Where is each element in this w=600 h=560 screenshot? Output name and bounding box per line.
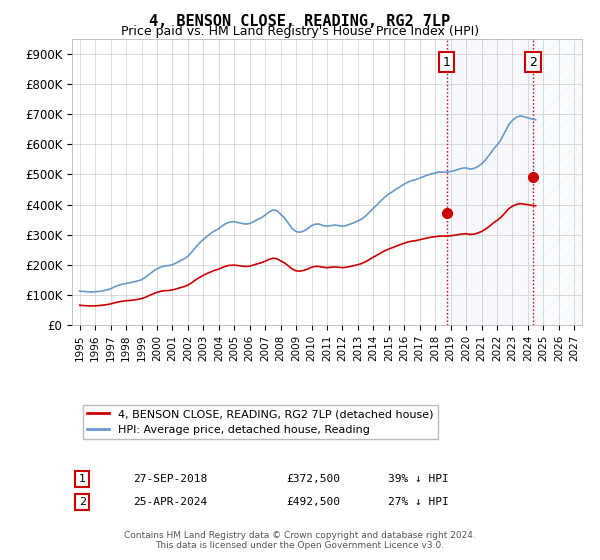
Text: 27% ↓ HPI: 27% ↓ HPI (388, 497, 449, 507)
Text: 2: 2 (79, 497, 86, 507)
Text: £492,500: £492,500 (286, 497, 340, 507)
Text: 2: 2 (529, 55, 537, 68)
Legend: 4, BENSON CLOSE, READING, RG2 7LP (detached house), HPI: Average price, detached: 4, BENSON CLOSE, READING, RG2 7LP (detac… (83, 405, 438, 439)
Text: 1: 1 (79, 474, 86, 484)
Bar (447, 39, 533, 325)
Text: £372,500: £372,500 (286, 474, 340, 484)
Text: 27-SEP-2018: 27-SEP-2018 (133, 474, 208, 484)
Text: 39% ↓ HPI: 39% ↓ HPI (388, 474, 449, 484)
Text: 1: 1 (443, 55, 451, 68)
Text: This data is licensed under the Open Government Licence v3.0.: This data is licensed under the Open Gov… (155, 541, 445, 550)
Text: 4, BENSON CLOSE, READING, RG2 7LP: 4, BENSON CLOSE, READING, RG2 7LP (149, 14, 451, 29)
Bar (533, 39, 582, 325)
Text: 25-APR-2024: 25-APR-2024 (133, 497, 208, 507)
Text: Contains HM Land Registry data © Crown copyright and database right 2024.: Contains HM Land Registry data © Crown c… (124, 531, 476, 540)
Text: Price paid vs. HM Land Registry's House Price Index (HPI): Price paid vs. HM Land Registry's House … (121, 25, 479, 38)
